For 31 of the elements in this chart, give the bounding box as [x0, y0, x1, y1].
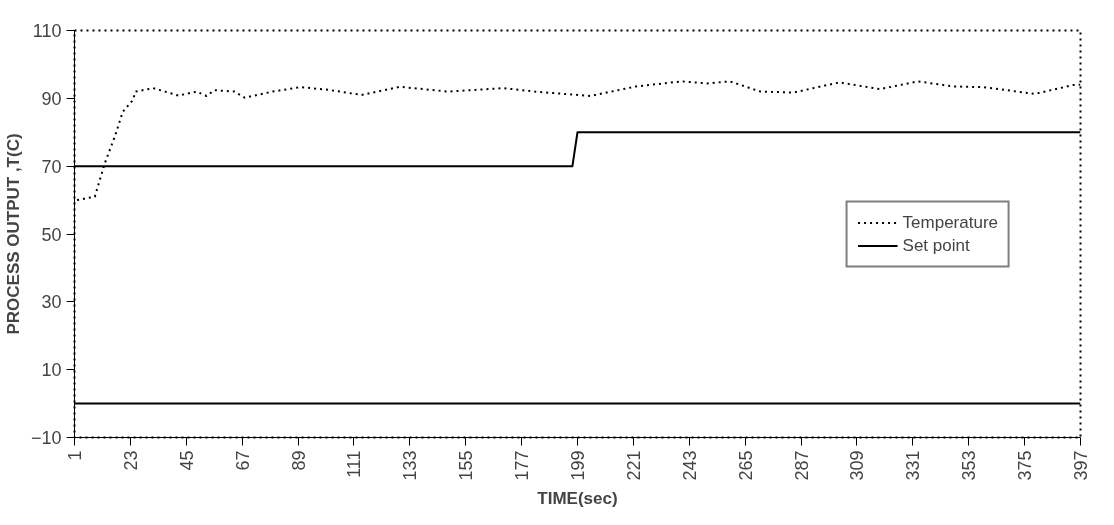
x-tick-label: 309	[847, 450, 868, 481]
x-tick-label: 265	[735, 450, 756, 481]
x-tick-label: 397	[1071, 450, 1091, 481]
y-axis-title: PROCESS OUTPUT ,T(C)	[3, 133, 23, 335]
x-axis-title: TIME(sec)	[537, 488, 618, 508]
x-tick-label: 199	[568, 450, 588, 481]
x-tick-label: 133	[400, 450, 421, 481]
x-tick-label: 243	[679, 450, 700, 481]
x-tick-label: 67	[232, 450, 253, 471]
x-tick-label: 177	[512, 450, 533, 481]
x-tick-label: 155	[456, 450, 477, 481]
x-tick-label: 353	[959, 450, 980, 481]
y-tick-label: −10	[30, 428, 62, 448]
y-tick-label: 50	[41, 224, 62, 245]
x-tick-label: 45	[176, 450, 197, 471]
y-tick-label: 70	[41, 156, 62, 177]
x-tick-label: 1	[65, 450, 85, 461]
legend-label: Set point	[902, 235, 970, 255]
y-tick-label: 30	[41, 292, 62, 313]
x-tick-label: 375	[1015, 450, 1036, 481]
y-tick-label: 90	[41, 88, 62, 109]
x-tick-label: 287	[791, 450, 812, 481]
line-series	[76, 80, 1081, 202]
x-tick-label: 89	[288, 450, 309, 471]
y-tick-label: 110	[32, 21, 62, 41]
x-tick-label: 331	[903, 450, 924, 481]
x-tick-label: 111	[344, 450, 365, 478]
y-tick-label: 10	[41, 360, 62, 381]
x-tick-label: 23	[120, 450, 141, 471]
x-tick-label: 221	[623, 450, 644, 481]
legend-label: Temperature	[902, 212, 998, 232]
